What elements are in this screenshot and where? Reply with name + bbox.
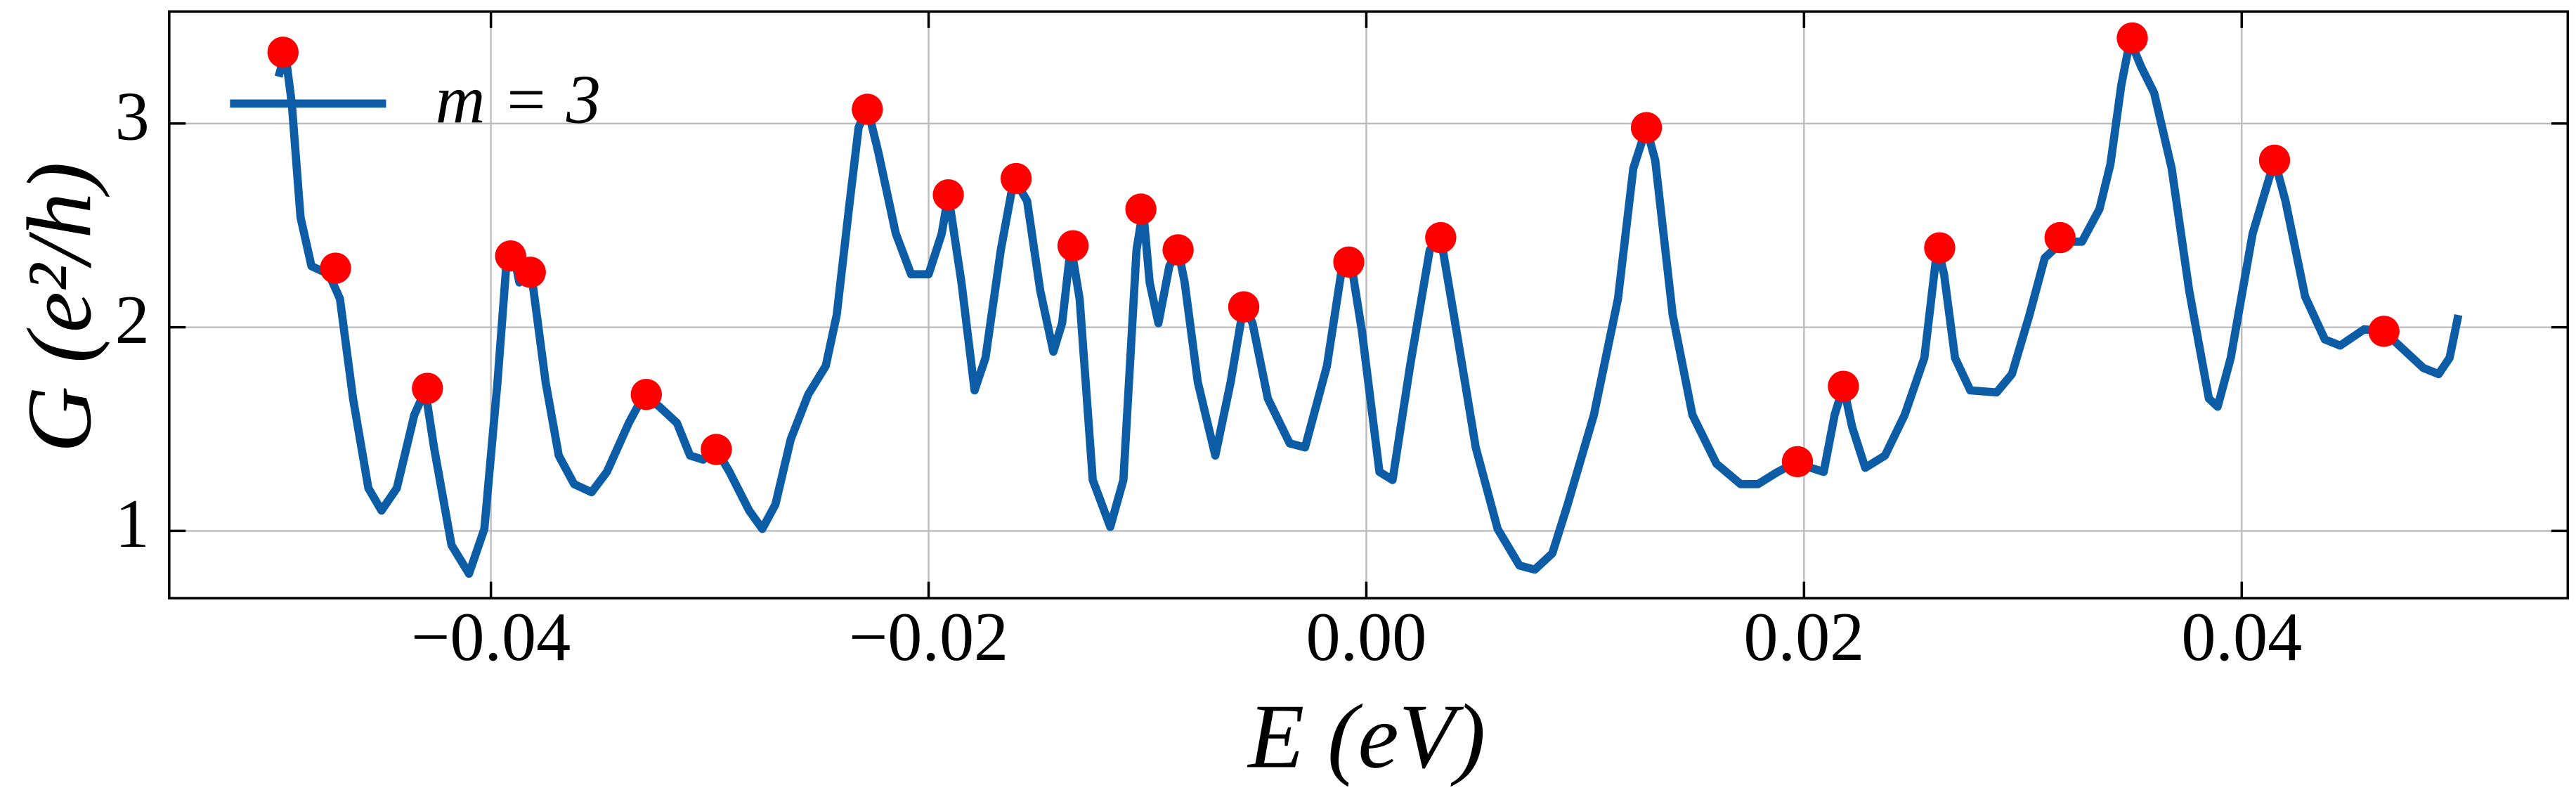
x-tick-label: 0.00 xyxy=(1306,600,1427,675)
peak-marker xyxy=(1630,112,1663,143)
peak-marker xyxy=(852,93,883,125)
peak-marker xyxy=(1000,162,1032,195)
x-axis-label: E (eV) xyxy=(1247,686,1485,788)
peak-marker xyxy=(514,257,546,288)
peak-marker xyxy=(1162,234,1194,266)
plot-frame xyxy=(168,10,2570,600)
peak-marker xyxy=(1425,221,1457,254)
peak-marker xyxy=(412,372,443,404)
x-tick-label: −0.04 xyxy=(411,600,571,675)
x-tick-label: −0.02 xyxy=(849,600,1008,675)
peak-marker xyxy=(630,379,662,410)
peak-marker xyxy=(1125,193,1157,225)
x-tick-label: 0.02 xyxy=(1743,600,1864,675)
y-tick-label: 2 xyxy=(115,283,150,358)
peak-marker xyxy=(1057,230,1089,261)
peak-marker xyxy=(701,434,732,465)
peak-marker xyxy=(2044,221,2076,254)
peak-marker xyxy=(2368,316,2400,347)
y-tick-label: 3 xyxy=(115,79,150,155)
data-line xyxy=(274,36,2463,578)
peak-marker xyxy=(1333,246,1365,278)
peak-marker xyxy=(2258,144,2291,176)
peak-marker xyxy=(1828,370,1859,402)
peak-marker xyxy=(1228,291,1260,323)
peak-marker xyxy=(2116,22,2148,54)
peak-marker xyxy=(267,37,299,68)
legend-label: m = 3 xyxy=(436,63,601,138)
peak-marker xyxy=(1781,446,1814,478)
y-axis-label: G (e²/h) xyxy=(8,162,110,453)
peak-marker xyxy=(1924,232,1956,264)
peak-marker xyxy=(320,252,351,284)
peak-marker xyxy=(932,179,964,211)
x-tick-label: 0.04 xyxy=(2181,600,2302,675)
y-tick-label: 1 xyxy=(115,486,150,562)
